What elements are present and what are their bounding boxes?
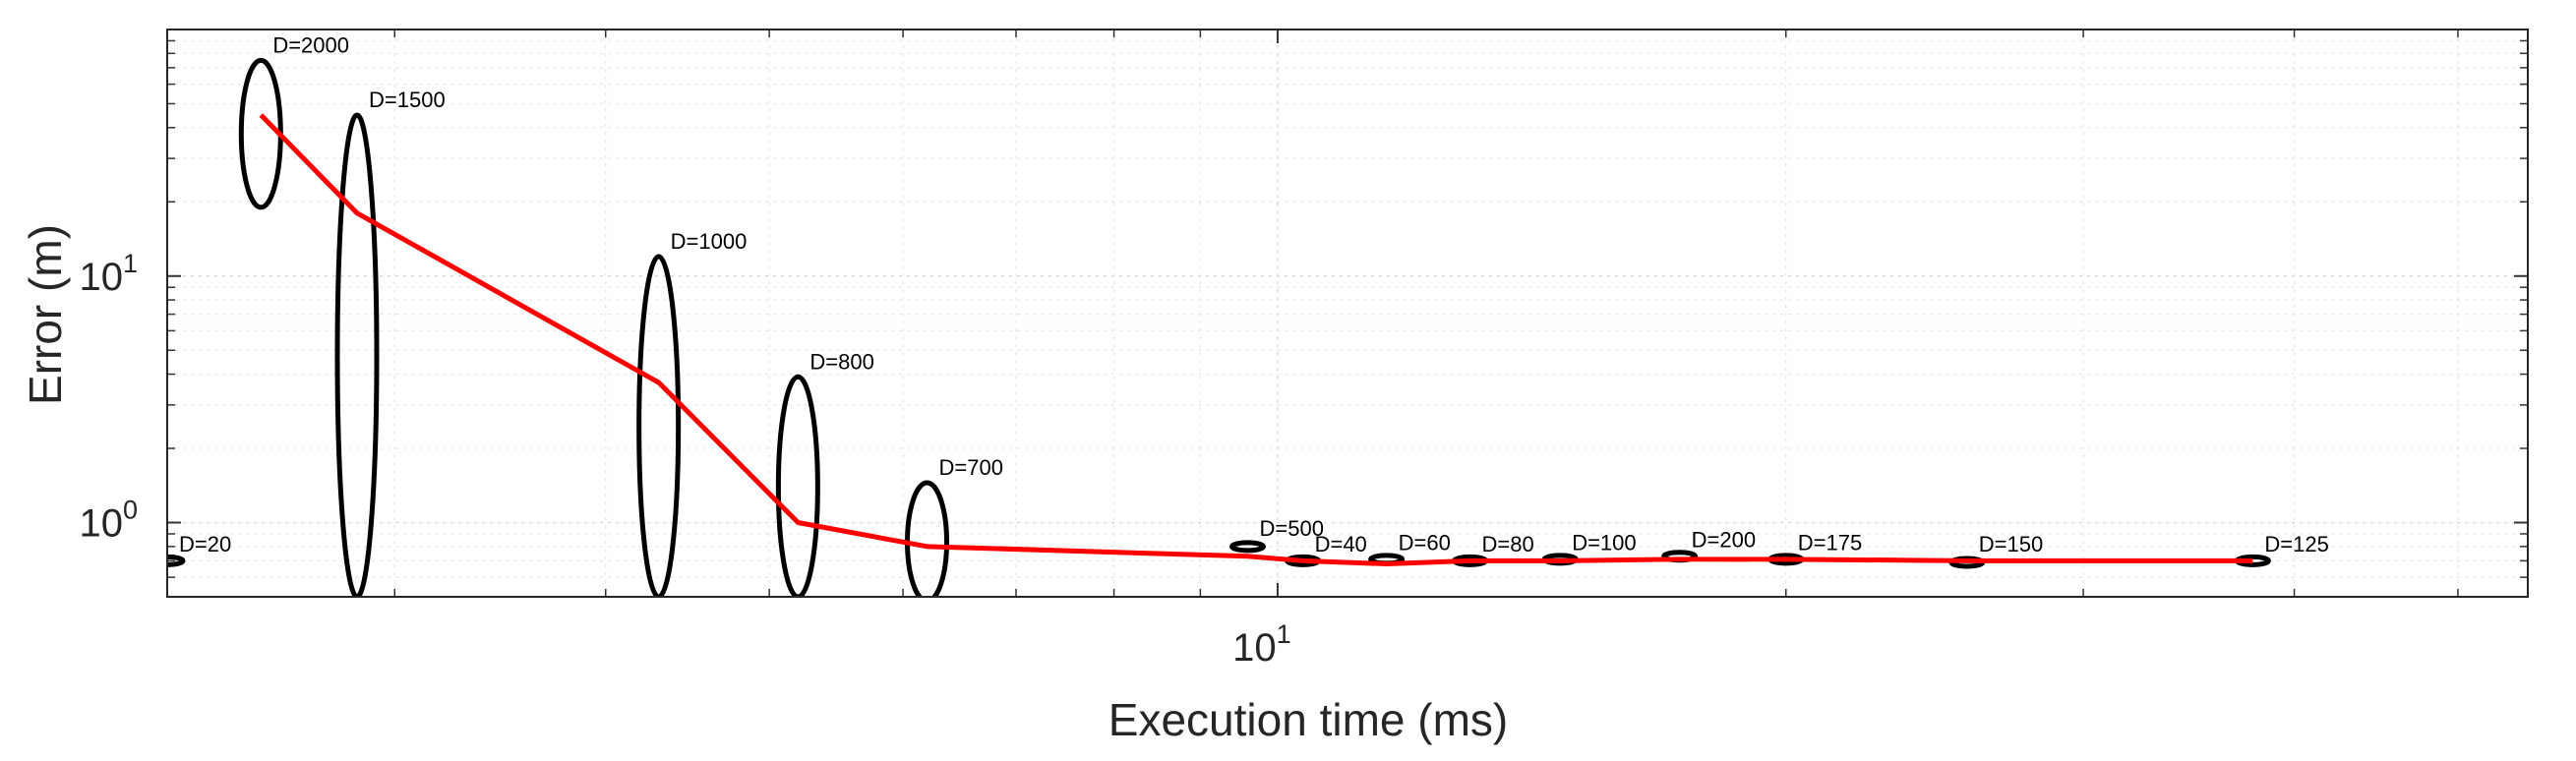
y-tick-base: 10 — [79, 256, 123, 299]
point-label: D=40 — [1315, 532, 1367, 556]
y-tick-base: 10 — [79, 502, 123, 546]
error-ellipse — [238, 57, 283, 210]
point-label: D=2000 — [272, 32, 349, 57]
x-tick-base: 10 — [1232, 626, 1277, 670]
error-ellipse — [775, 374, 820, 597]
x-axis-label: Execution time (ms) — [1108, 694, 1508, 745]
point-label: D=80 — [1482, 532, 1534, 556]
x-tick-exponent: 1 — [1277, 619, 1291, 649]
fit-line — [259, 113, 2253, 567]
y-tick-label: 100 — [79, 496, 138, 546]
grid — [167, 29, 2528, 598]
point-label: D=20 — [179, 532, 231, 556]
error-ellipse — [636, 254, 682, 597]
point-label: D=700 — [939, 455, 1003, 480]
axis-ticks — [167, 29, 2528, 598]
point-label: D=60 — [1399, 530, 1451, 555]
plot-frame — [166, 29, 2529, 598]
y-tick-label: 101 — [79, 249, 138, 299]
y-axis-label: Error (m) — [20, 224, 71, 405]
x-tick-label: 101 — [1232, 619, 1291, 670]
y-tick-exponent: 1 — [123, 249, 138, 278]
point-label: D=1000 — [671, 229, 748, 254]
x-tick-labels: 101 — [1232, 619, 1291, 670]
error-ellipse — [1228, 540, 1266, 554]
point-label: D=200 — [1692, 527, 1756, 552]
point-label: D=800 — [809, 349, 873, 374]
y-tick-exponent: 0 — [123, 496, 138, 525]
error-ellipse — [334, 112, 380, 597]
point-label: D=175 — [1798, 530, 1862, 555]
point-labels: D=2000 D=1500 D=1000 D=800 D=700 D=500 D=200 D=… — [179, 32, 2329, 556]
point-label: D=150 — [1979, 532, 2043, 556]
point-label: D=500 — [1259, 516, 1323, 541]
fit-line-group — [259, 113, 2253, 567]
error-ellipse — [167, 554, 186, 567]
point-label: D=1500 — [369, 88, 446, 112]
point-label: D=125 — [2264, 532, 2328, 556]
point-label: D=100 — [1572, 530, 1636, 555]
